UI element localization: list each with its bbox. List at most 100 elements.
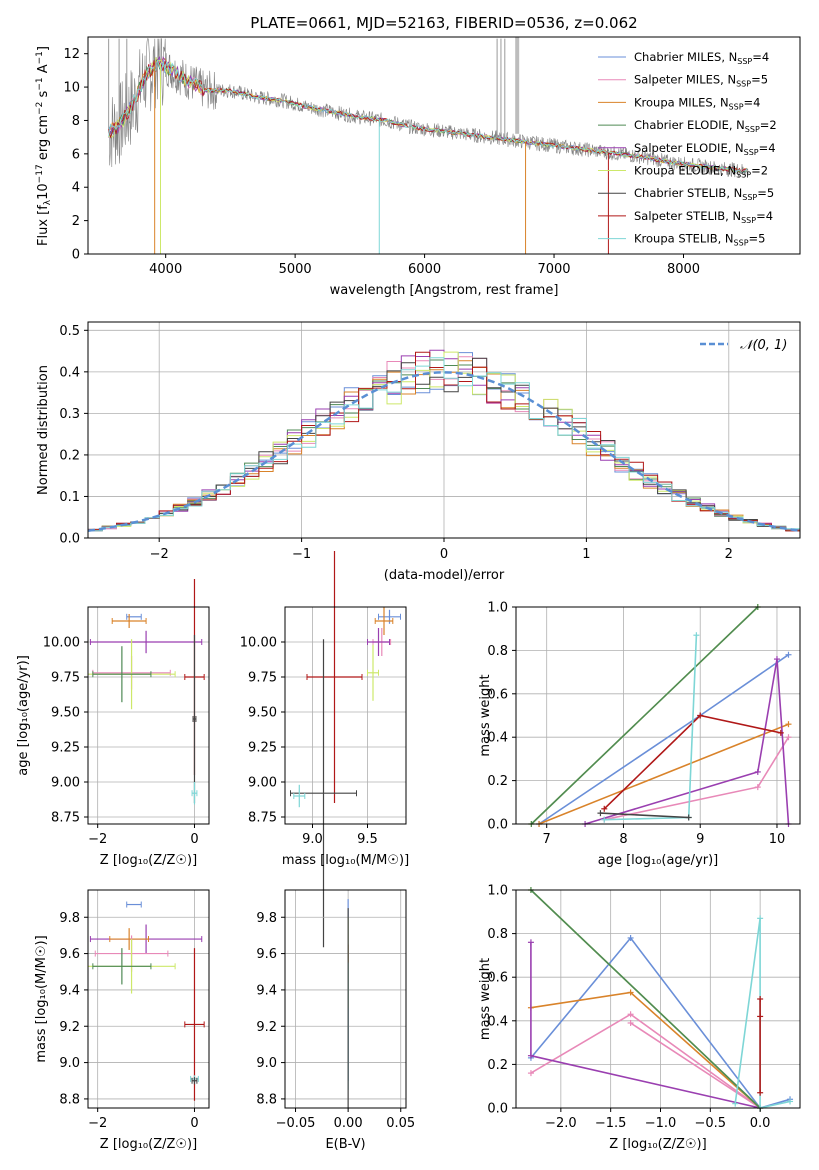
ytick-label: 1.0 [487, 884, 508, 899]
residuals-ytick-label: 0.4 [59, 365, 80, 380]
spectrum-panel: PLATE=0661, MJD=52163, FIBERID=0536, z=0… [35, 14, 801, 298]
ytick-label: 9.00 [51, 776, 80, 791]
ytick-label: 9.0 [59, 1056, 80, 1071]
spectrum-ytick-label: 6 [72, 147, 80, 162]
spectrum-xtick-label: 6000 [408, 262, 441, 277]
residuals-ytick-label: 0.5 [59, 324, 80, 339]
xtick-label: −2 [88, 832, 107, 847]
legend-label: Salpeter STELIB, NSSP=4 [634, 209, 773, 225]
gaussian-reference-line [87, 371, 801, 532]
panel-frame [87, 889, 210, 1109]
spectrum-ytick-label: 10 [63, 81, 80, 96]
weight-vs-age-panel: 7 8 9 10 0.0 0.2 0.4 0.6 0.8 1.0 age [log₁₀(age/yr… [478, 601, 801, 868]
panel-xlabel: Z [log₁₀(Z/Z☉)] [100, 1137, 197, 1152]
spectrum-plot-area [108, 37, 749, 254]
residuals-ylabel: Normed distribution [36, 365, 51, 495]
spectrum-ytick-label: 4 [72, 181, 80, 196]
ytick-label: 0.2 [487, 1058, 508, 1073]
panel-xlabel: Z [log₁₀(Z/Z☉)] [100, 853, 197, 868]
spectrum-ytick-label: 12 [63, 47, 80, 62]
panel-frame [515, 889, 801, 1109]
spectrum-legend: Chabrier MILES, NSSP=4 Salpeter MILES, NS… [598, 50, 777, 248]
ytick-label: 8.75 [248, 811, 277, 826]
ytick-label: 0.0 [487, 1102, 508, 1117]
ytick-label: 0.6 [487, 971, 508, 986]
panel-frame [284, 606, 407, 825]
residuals-ticks: −2 −1 0 1 2 0.0 0.1 0.2 0.3 0.4 0.5 [59, 324, 733, 562]
ytick-label: 0.8 [487, 644, 508, 659]
residuals-xtick-label: 1 [582, 547, 590, 562]
xtick-label: 0 [190, 1116, 198, 1131]
panel-ylabel: mass [log₁₀(M/M☉)] [34, 935, 49, 1062]
weight-line-chabrier-miles [530, 936, 791, 1109]
panel-ylabel: mass weight [478, 958, 493, 1040]
residuals-xlabel: (data-model)/error [384, 568, 505, 583]
residuals-plot-area [87, 322, 801, 539]
weight-line-salpeter-elodie [584, 658, 790, 825]
ytick-label: 9.75 [248, 671, 277, 686]
xtick-label: 0.05 [386, 1116, 415, 1131]
weight-line-salpeter-miles [530, 1013, 761, 1109]
xtick-label: 8 [619, 832, 627, 847]
spectrum-xtick-label: 7000 [537, 262, 570, 277]
xtick-label: 10 [769, 832, 786, 847]
observed-spectrum-line [108, 38, 749, 178]
ytick-label: 0.6 [487, 687, 508, 702]
ytick-label: 8.8 [256, 1092, 277, 1107]
legend-label: Kroupa STELIB, NSSP=5 [634, 232, 765, 248]
ytick-label: 9.0 [256, 1056, 277, 1071]
ytick-label: 9.50 [51, 706, 80, 721]
mass-vs-ebv-panel: −0.05 0.00 0.05 8.8 9.0 9.2 9.4 9.6 9.8 E(B-V) [256, 889, 415, 1152]
xtick-label: −1.5 [595, 1116, 627, 1131]
legend-label: Kroupa ELODIE, NSSP=2 [634, 164, 768, 180]
weight-line-chabrier-elodie [530, 606, 759, 825]
xtick-label: 9 [696, 832, 704, 847]
xtick-label: −1.0 [645, 1116, 677, 1131]
weight-line-kroupa-stelib [734, 918, 791, 1109]
residuals-xtick-label: 0 [440, 547, 448, 562]
ytick-label: 0.2 [487, 774, 508, 789]
ytick-label: 10.00 [43, 636, 80, 651]
spectrum-ticks: 4000 5000 6000 7000 8000 0 2 4 6 8 10 12 [63, 47, 700, 277]
age-vs-mass-panel: 9.0 9.5 8.75 9.00 9.25 9.50 9.75 10.00 mass [log… [240, 551, 409, 948]
xtick-label: −0.5 [695, 1116, 727, 1131]
spectrum-frame [87, 36, 801, 255]
histogram-kroupa-stelib [87, 357, 800, 538]
panel-xlabel: mass [log₁₀(M/M☉)] [282, 853, 409, 868]
ytick-label: 0.0 [487, 818, 508, 833]
legend-label: Chabrier ELODIE, NSSP=2 [634, 118, 777, 134]
ytick-label: 9.6 [59, 947, 80, 962]
weight-line-salpeter-miles_b [630, 1022, 761, 1109]
ytick-label: 9.4 [59, 983, 80, 998]
xtick-label: 0.00 [334, 1116, 363, 1131]
mass-vs-metallicity-panel: −2 0 8.8 9.0 9.2 9.4 9.6 9.8 Z [log₁₀(Z/Z☉)] mass… [34, 889, 210, 1152]
residuals-legend: 𝒩(0, 1) [700, 338, 787, 353]
ytick-label: 9.2 [256, 1020, 277, 1035]
ytick-label: 1.0 [487, 601, 508, 616]
legend-label: Chabrier MILES, NSSP=4 [634, 50, 769, 66]
spectrum-ylabel: Flux [fλ10−17 erg cm−2 s−1 A−1] [35, 46, 53, 246]
residuals-ytick-label: 0.3 [59, 407, 80, 422]
ytick-label: 9.8 [59, 911, 80, 926]
weight-line-kroupa-miles [538, 723, 789, 825]
residuals-ytick-label: 0.2 [59, 448, 80, 463]
spectrum-xtick-label: 8000 [667, 262, 700, 277]
ytick-label: 8.75 [51, 811, 80, 826]
panel-frame [87, 606, 210, 825]
kroupa-stelib-model-line [108, 59, 748, 173]
legend-label: Salpeter MILES, NSSP=5 [634, 73, 768, 89]
ytick-label: 9.4 [256, 983, 277, 998]
xtick-label: 7 [543, 832, 551, 847]
xtick-label: −0.05 [276, 1116, 316, 1131]
masked-region [515, 37, 520, 134]
xtick-label: 0.0 [750, 1116, 771, 1131]
residuals-ytick-label: 0.0 [59, 532, 80, 547]
weight-vs-metallicity-panel: −2.0 −1.5 −1.0 −0.5 0.0 0.0 0.2 0.4 0.6 0.8 1.0 Z [… [478, 884, 801, 1152]
ytick-label: 9.25 [248, 741, 277, 756]
ytick-label: 9.25 [51, 741, 80, 756]
panel-ylabel: age [log₁₀(age/yr)] [16, 655, 31, 776]
xtick-label: 0 [190, 832, 198, 847]
panel-ylabel: mass weight [478, 674, 493, 756]
weight-line-chabrier-stelib [600, 812, 689, 819]
spectrum-xlabel: wavelength [Angstrom, rest frame] [330, 283, 559, 298]
